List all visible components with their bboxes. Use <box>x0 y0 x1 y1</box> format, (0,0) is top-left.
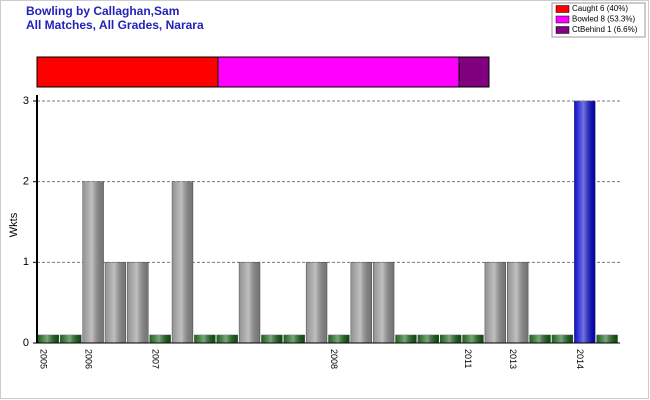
chart-title: Bowling by Callaghan,Sam <box>26 4 179 18</box>
x-tick-label: 2011 <box>463 349 473 368</box>
x-tick-label: 2007 <box>150 349 160 369</box>
x-tick-label: 2005 <box>39 349 49 369</box>
y-tick-label: 1 <box>23 256 29 268</box>
bar-shine <box>38 335 59 343</box>
legend-swatch <box>555 15 570 24</box>
bar-shine <box>149 335 171 343</box>
share-segment <box>217 56 460 88</box>
bar-shine <box>60 335 82 343</box>
legend-label: Caught 6 (40%) <box>572 4 628 13</box>
y-tick-label: 0 <box>23 337 29 349</box>
bar-shine <box>484 262 506 343</box>
legend-swatch <box>555 5 570 13</box>
bar-shine <box>216 335 238 343</box>
bar-shine <box>440 335 462 343</box>
y-tick-label: 3 <box>23 95 29 107</box>
bar-shine <box>373 262 395 343</box>
bar-shine <box>395 335 417 343</box>
share-segment <box>458 56 490 88</box>
legend-label: CtBehind 1 (6.6%) <box>572 25 638 34</box>
bar-shine <box>551 335 573 343</box>
bar-shine <box>350 262 372 343</box>
bar-shine <box>328 335 350 343</box>
x-tick-label: 2014 <box>575 349 585 369</box>
bar-shine <box>462 335 484 343</box>
bar-shine <box>529 335 551 343</box>
bar-shine <box>596 335 618 343</box>
bar-shine <box>306 262 327 343</box>
share-segment <box>36 56 219 88</box>
bar-shine <box>105 262 126 343</box>
bar-shine <box>194 335 216 343</box>
bar-shine <box>507 262 529 343</box>
x-tick-label: 2006 <box>83 349 93 369</box>
bar-shine <box>283 335 305 343</box>
y-axis-label: Wkts <box>8 212 20 237</box>
legend-swatch <box>555 26 570 34</box>
legend-label: Bowled 8 (53.3%) <box>572 15 635 24</box>
bar-shine <box>127 262 149 343</box>
chart-subtitle: All Matches, All Grades, Narara <box>26 18 204 32</box>
x-tick-label: 2008 <box>329 349 339 369</box>
bar-shine <box>574 101 596 343</box>
bar-shine <box>417 335 439 343</box>
bar-shine <box>239 262 260 343</box>
bar-shine <box>172 181 193 343</box>
bar-shine <box>261 335 283 343</box>
bar-shine <box>82 181 104 343</box>
y-tick-label: 2 <box>23 176 29 188</box>
x-tick-label: 2013 <box>508 349 518 369</box>
